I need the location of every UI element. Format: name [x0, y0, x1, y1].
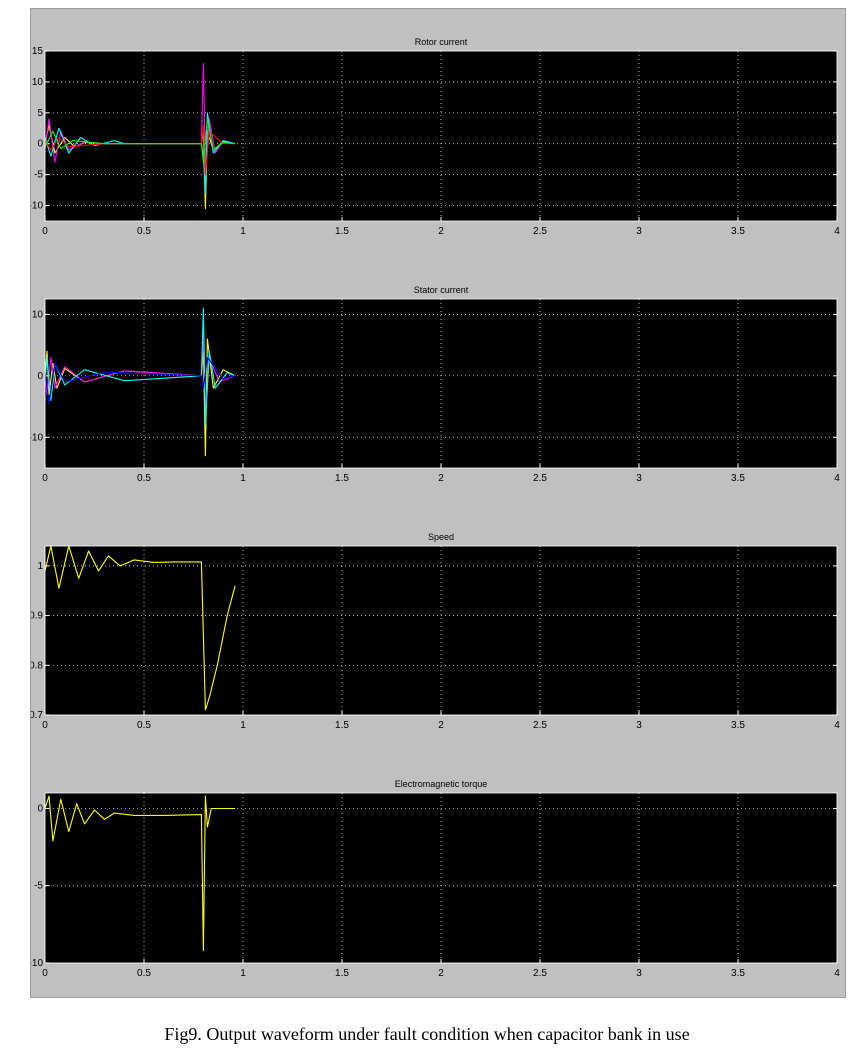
axes-frame: [44, 792, 838, 964]
y-tick-label: 0: [37, 803, 43, 814]
y-tick-label: -5: [34, 881, 43, 892]
x-tick-label: 1.5: [335, 968, 349, 979]
x-tick-label: 3.5: [731, 720, 745, 731]
x-tick-label: 2.5: [533, 720, 547, 731]
x-tick-label: 2: [438, 720, 444, 731]
x-tick-label: 3: [636, 720, 642, 731]
y-tick-label: 0.9: [31, 611, 43, 622]
y-tick-label: 10: [32, 309, 44, 320]
figure-caption: Fig9. Output waveform under fault condit…: [164, 1024, 690, 1044]
x-tick-label: 2.5: [533, 226, 547, 237]
series-line: [44, 795, 236, 952]
y-tick-label: 0.7: [31, 710, 43, 721]
axes-frame: [44, 298, 838, 469]
x-tick-label: 0.5: [137, 968, 151, 979]
x-tick-label: 3.5: [731, 473, 745, 484]
x-tick-label: 3.5: [731, 226, 745, 237]
axes-frame: [44, 50, 838, 222]
x-tick-label: 4: [834, 226, 840, 237]
axes-frame: [44, 545, 838, 716]
x-tick-label: 3: [636, 968, 642, 979]
x-tick-label: 1: [240, 968, 246, 979]
y-tick-label: -10: [31, 432, 43, 443]
x-tick-label: 0: [42, 720, 48, 731]
series-line: [44, 118, 236, 163]
x-tick-label: 0.5: [137, 226, 151, 237]
y-tick-label: 0: [37, 371, 43, 382]
x-tick-label: 3: [636, 226, 642, 237]
x-tick-label: 2.5: [533, 473, 547, 484]
y-tick-label: 0: [37, 139, 43, 150]
x-tick-label: 4: [834, 720, 840, 731]
x-tick-label: 0: [42, 968, 48, 979]
plot-title: Stator current: [414, 285, 469, 295]
series-line: [44, 356, 236, 405]
x-tick-label: 4: [834, 473, 840, 484]
series-line: [44, 307, 236, 426]
x-tick-label: 0: [42, 473, 48, 484]
y-tick-label: 0.8: [31, 660, 43, 671]
x-tick-label: 3.5: [731, 968, 745, 979]
x-tick-label: 0: [42, 226, 48, 237]
x-tick-label: 3: [636, 473, 642, 484]
y-tick-label: -5: [34, 170, 43, 181]
plot-title: Rotor current: [415, 37, 468, 47]
x-tick-label: 2: [438, 968, 444, 979]
scope-figure: Rotor current00.511.522.533.54-10-505101…: [30, 8, 846, 998]
x-tick-label: 0.5: [137, 720, 151, 731]
y-tick-label: -10: [31, 958, 43, 969]
y-tick-label: -10: [31, 201, 43, 212]
x-tick-label: 1.5: [335, 720, 349, 731]
x-tick-label: 1.5: [335, 473, 349, 484]
x-tick-label: 0.5: [137, 473, 151, 484]
y-tick-label: 1: [37, 561, 43, 572]
y-tick-label: 15: [32, 46, 44, 57]
x-tick-label: 2: [438, 226, 444, 237]
x-tick-label: 1: [240, 720, 246, 731]
y-tick-label: 5: [37, 108, 43, 119]
x-tick-label: 1: [240, 226, 246, 237]
plot-title: Electromagnetic torque: [395, 779, 488, 789]
x-tick-label: 4: [834, 968, 840, 979]
y-tick-label: 10: [32, 77, 44, 88]
x-tick-label: 1.5: [335, 226, 349, 237]
x-tick-label: 2: [438, 473, 444, 484]
x-tick-label: 2.5: [533, 968, 547, 979]
x-tick-label: 1: [240, 473, 246, 484]
waveform-charts: Rotor current00.511.522.533.54-10-505101…: [31, 37, 840, 979]
series-line: [44, 545, 236, 711]
plot-title: Speed: [428, 532, 454, 542]
